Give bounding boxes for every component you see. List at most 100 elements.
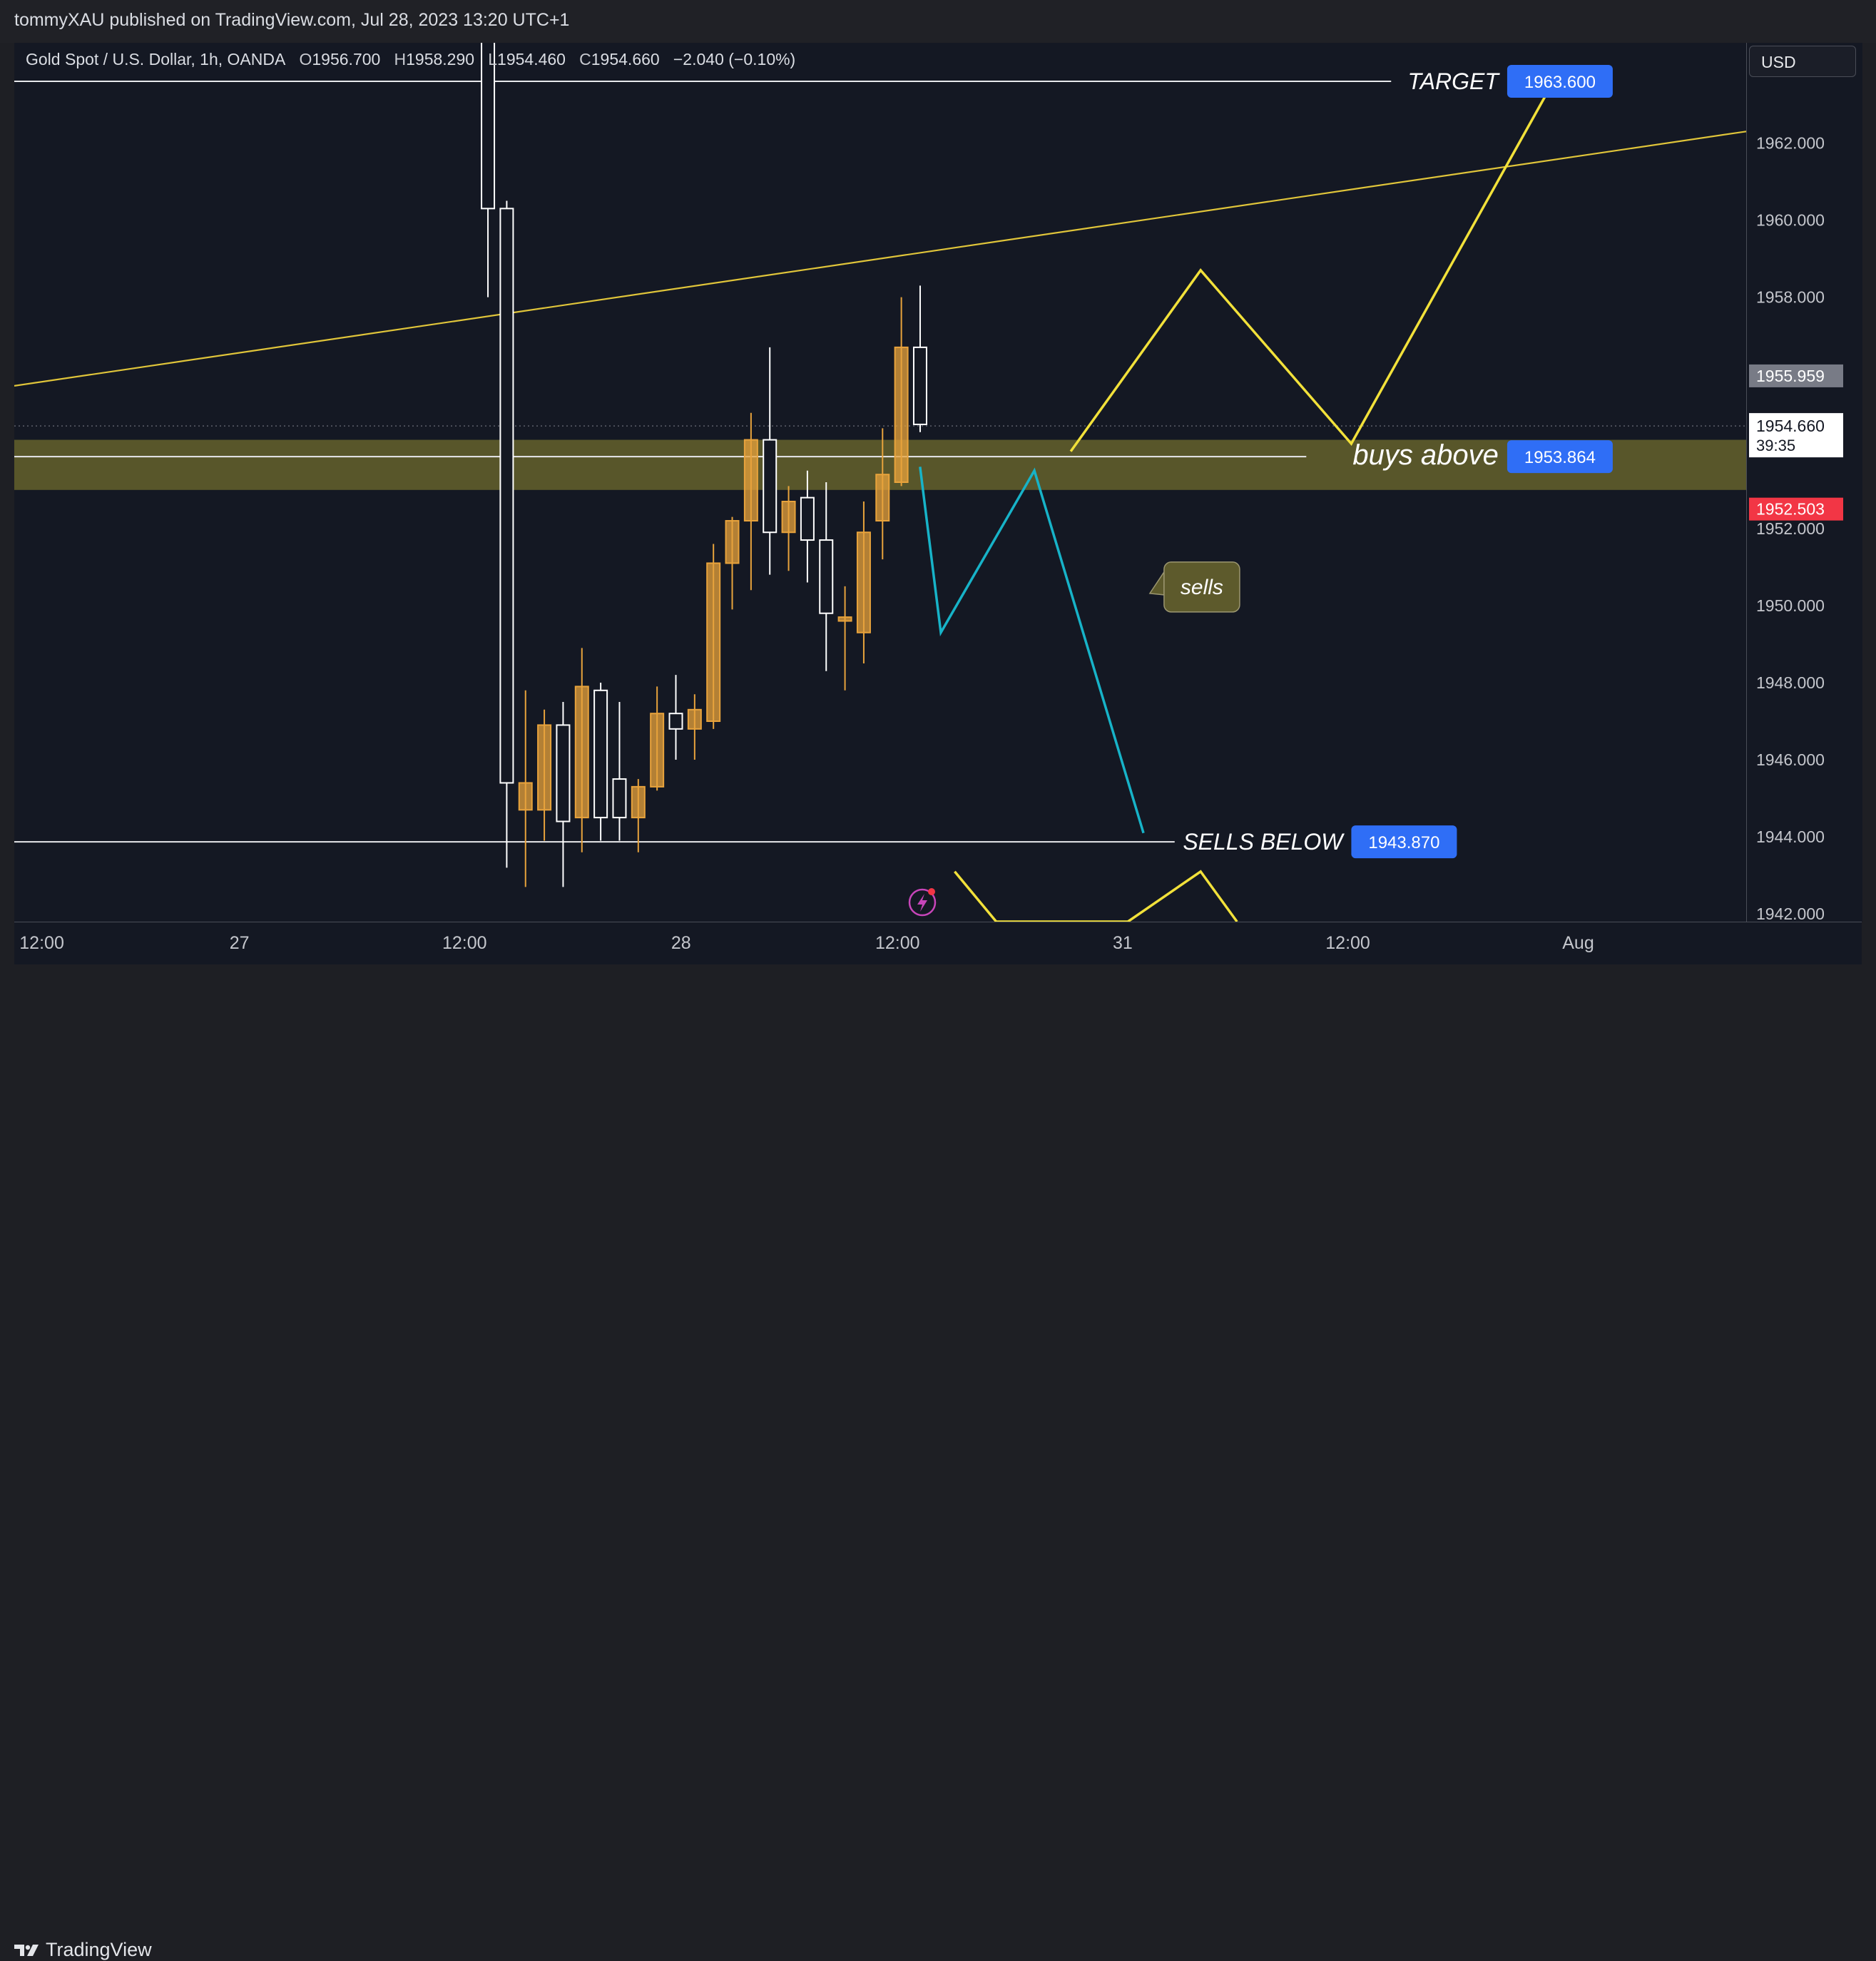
candle[interactable] bbox=[763, 347, 778, 575]
low-value: 1954.460 bbox=[497, 50, 566, 68]
candle[interactable] bbox=[800, 470, 815, 583]
bar-countdown: 39:35 bbox=[1756, 437, 1795, 454]
candle-body bbox=[856, 531, 871, 633]
chart-svg: 1963.600 TARGET 1953.864 buys above 1943.870… bbox=[14, 0, 1843, 953]
candle-body bbox=[668, 713, 683, 730]
publisher-info: tommyXAU published on TradingView.com, J… bbox=[14, 10, 570, 30]
projection-down-path[interactable] bbox=[919, 467, 1145, 834]
last-price-marker: 1954.660 bbox=[1756, 417, 1825, 435]
candle-body bbox=[612, 778, 627, 819]
tradingview-logo-icon bbox=[14, 1944, 39, 1956]
candle[interactable] bbox=[706, 544, 721, 729]
candle[interactable] bbox=[537, 709, 552, 841]
candle-body bbox=[499, 208, 514, 784]
candle[interactable] bbox=[912, 285, 927, 432]
time-axis[interactable] bbox=[14, 922, 1862, 965]
buys-above-label-price-box[interactable] bbox=[1507, 440, 1613, 474]
upper-price-marker: 1955.959 bbox=[1756, 367, 1825, 385]
footer: TradingView bbox=[0, 964, 1876, 1960]
high-value: 1958.290 bbox=[406, 50, 475, 68]
trendline[interactable] bbox=[14, 131, 1746, 387]
price-tick-label: 1944.000 bbox=[1756, 827, 1825, 846]
time-tick-label: 12:00 bbox=[875, 933, 920, 953]
candle[interactable] bbox=[894, 297, 909, 487]
projection-lower-path[interactable] bbox=[954, 870, 1238, 922]
close-value: 1954.660 bbox=[591, 50, 660, 68]
candle[interactable] bbox=[687, 694, 702, 760]
candle[interactable] bbox=[856, 501, 871, 663]
candle[interactable] bbox=[631, 779, 646, 852]
candle[interactable] bbox=[499, 200, 514, 868]
candle-body bbox=[819, 539, 834, 614]
lower-price-marker: 1952.503 bbox=[1756, 500, 1825, 519]
candle-body bbox=[631, 785, 646, 819]
currency-button[interactable]: USD bbox=[1749, 46, 1856, 77]
projection-up-path[interactable] bbox=[1069, 76, 1557, 452]
candle[interactable] bbox=[875, 428, 890, 560]
tradingview-brand[interactable]: TradingView bbox=[14, 1939, 152, 1961]
price-tick-label: 1942.000 bbox=[1756, 905, 1825, 923]
open-value: 1956.700 bbox=[312, 50, 381, 68]
candle-body bbox=[481, 43, 496, 210]
candle-body bbox=[800, 496, 815, 541]
price-tick-label: 1958.000 bbox=[1756, 288, 1825, 307]
sells-callout[interactable]: sells bbox=[1148, 561, 1240, 613]
time-tick-label: 12:00 bbox=[19, 933, 64, 953]
candle[interactable] bbox=[743, 412, 758, 591]
time-tick-label: 12:00 bbox=[1325, 933, 1370, 953]
candle-body bbox=[837, 616, 852, 622]
candle-body bbox=[912, 346, 927, 425]
candle-body bbox=[743, 439, 758, 522]
buys-above-label-text: buys above bbox=[1352, 439, 1499, 471]
candle-body bbox=[763, 439, 778, 534]
upper-price-marker-box bbox=[1749, 364, 1843, 387]
candle[interactable] bbox=[593, 682, 608, 841]
time-tick-label: 12:00 bbox=[442, 933, 487, 953]
close-key: C bbox=[579, 50, 591, 68]
time-tick-label: 28 bbox=[671, 933, 691, 953]
candle[interactable] bbox=[725, 516, 740, 610]
sells-callout-text: sells bbox=[1181, 576, 1223, 599]
low-key: L bbox=[488, 50, 498, 68]
candle-body bbox=[781, 501, 796, 534]
candle[interactable] bbox=[650, 686, 665, 791]
target-label-text: TARGET bbox=[1408, 68, 1501, 94]
price-tick-label: 1960.000 bbox=[1756, 211, 1825, 230]
price-axis[interactable] bbox=[1746, 43, 1862, 922]
candle-body bbox=[556, 724, 571, 822]
lightning-icon-ring bbox=[908, 888, 937, 917]
candle[interactable] bbox=[781, 486, 796, 571]
candle[interactable] bbox=[612, 702, 627, 841]
candle[interactable] bbox=[518, 690, 533, 887]
brand-label: TradingView bbox=[46, 1939, 152, 1960]
candle[interactable] bbox=[574, 648, 589, 852]
change-value: −2.040 (−0.10%) bbox=[673, 50, 796, 68]
target-label-price: 1963.600 bbox=[1524, 73, 1596, 92]
candle[interactable] bbox=[481, 0, 496, 297]
candle[interactable] bbox=[556, 702, 571, 887]
price-tick-label: 1952.000 bbox=[1756, 519, 1825, 538]
lightning-icon[interactable] bbox=[908, 888, 937, 917]
candle[interactable] bbox=[837, 586, 852, 691]
candle[interactable] bbox=[819, 482, 834, 671]
sells-below-label-text: SELLS BELOW bbox=[1183, 829, 1345, 855]
candle-body bbox=[537, 724, 552, 811]
candle-body bbox=[706, 562, 721, 723]
candle-body bbox=[593, 689, 608, 819]
symbol-title[interactable]: Gold Spot / U.S. Dollar, 1h, OANDA bbox=[26, 50, 286, 68]
open-key: O bbox=[299, 50, 312, 68]
candle[interactable] bbox=[668, 675, 683, 760]
sells-below-label-price-box[interactable] bbox=[1351, 825, 1457, 859]
last-price-marker-box bbox=[1749, 413, 1843, 458]
lightning-icon-bolt bbox=[917, 894, 927, 912]
target-label-price-box[interactable] bbox=[1507, 65, 1613, 98]
candle-body bbox=[518, 782, 533, 811]
candle-body bbox=[875, 474, 890, 522]
price-tick-label: 1950.000 bbox=[1756, 596, 1825, 615]
candle-body bbox=[725, 520, 740, 564]
price-tick-label: 1962.000 bbox=[1756, 133, 1825, 152]
candle-body bbox=[650, 713, 665, 788]
candle-body bbox=[574, 686, 589, 819]
sells-callout-box bbox=[1163, 561, 1240, 613]
high-key: H bbox=[394, 50, 407, 68]
